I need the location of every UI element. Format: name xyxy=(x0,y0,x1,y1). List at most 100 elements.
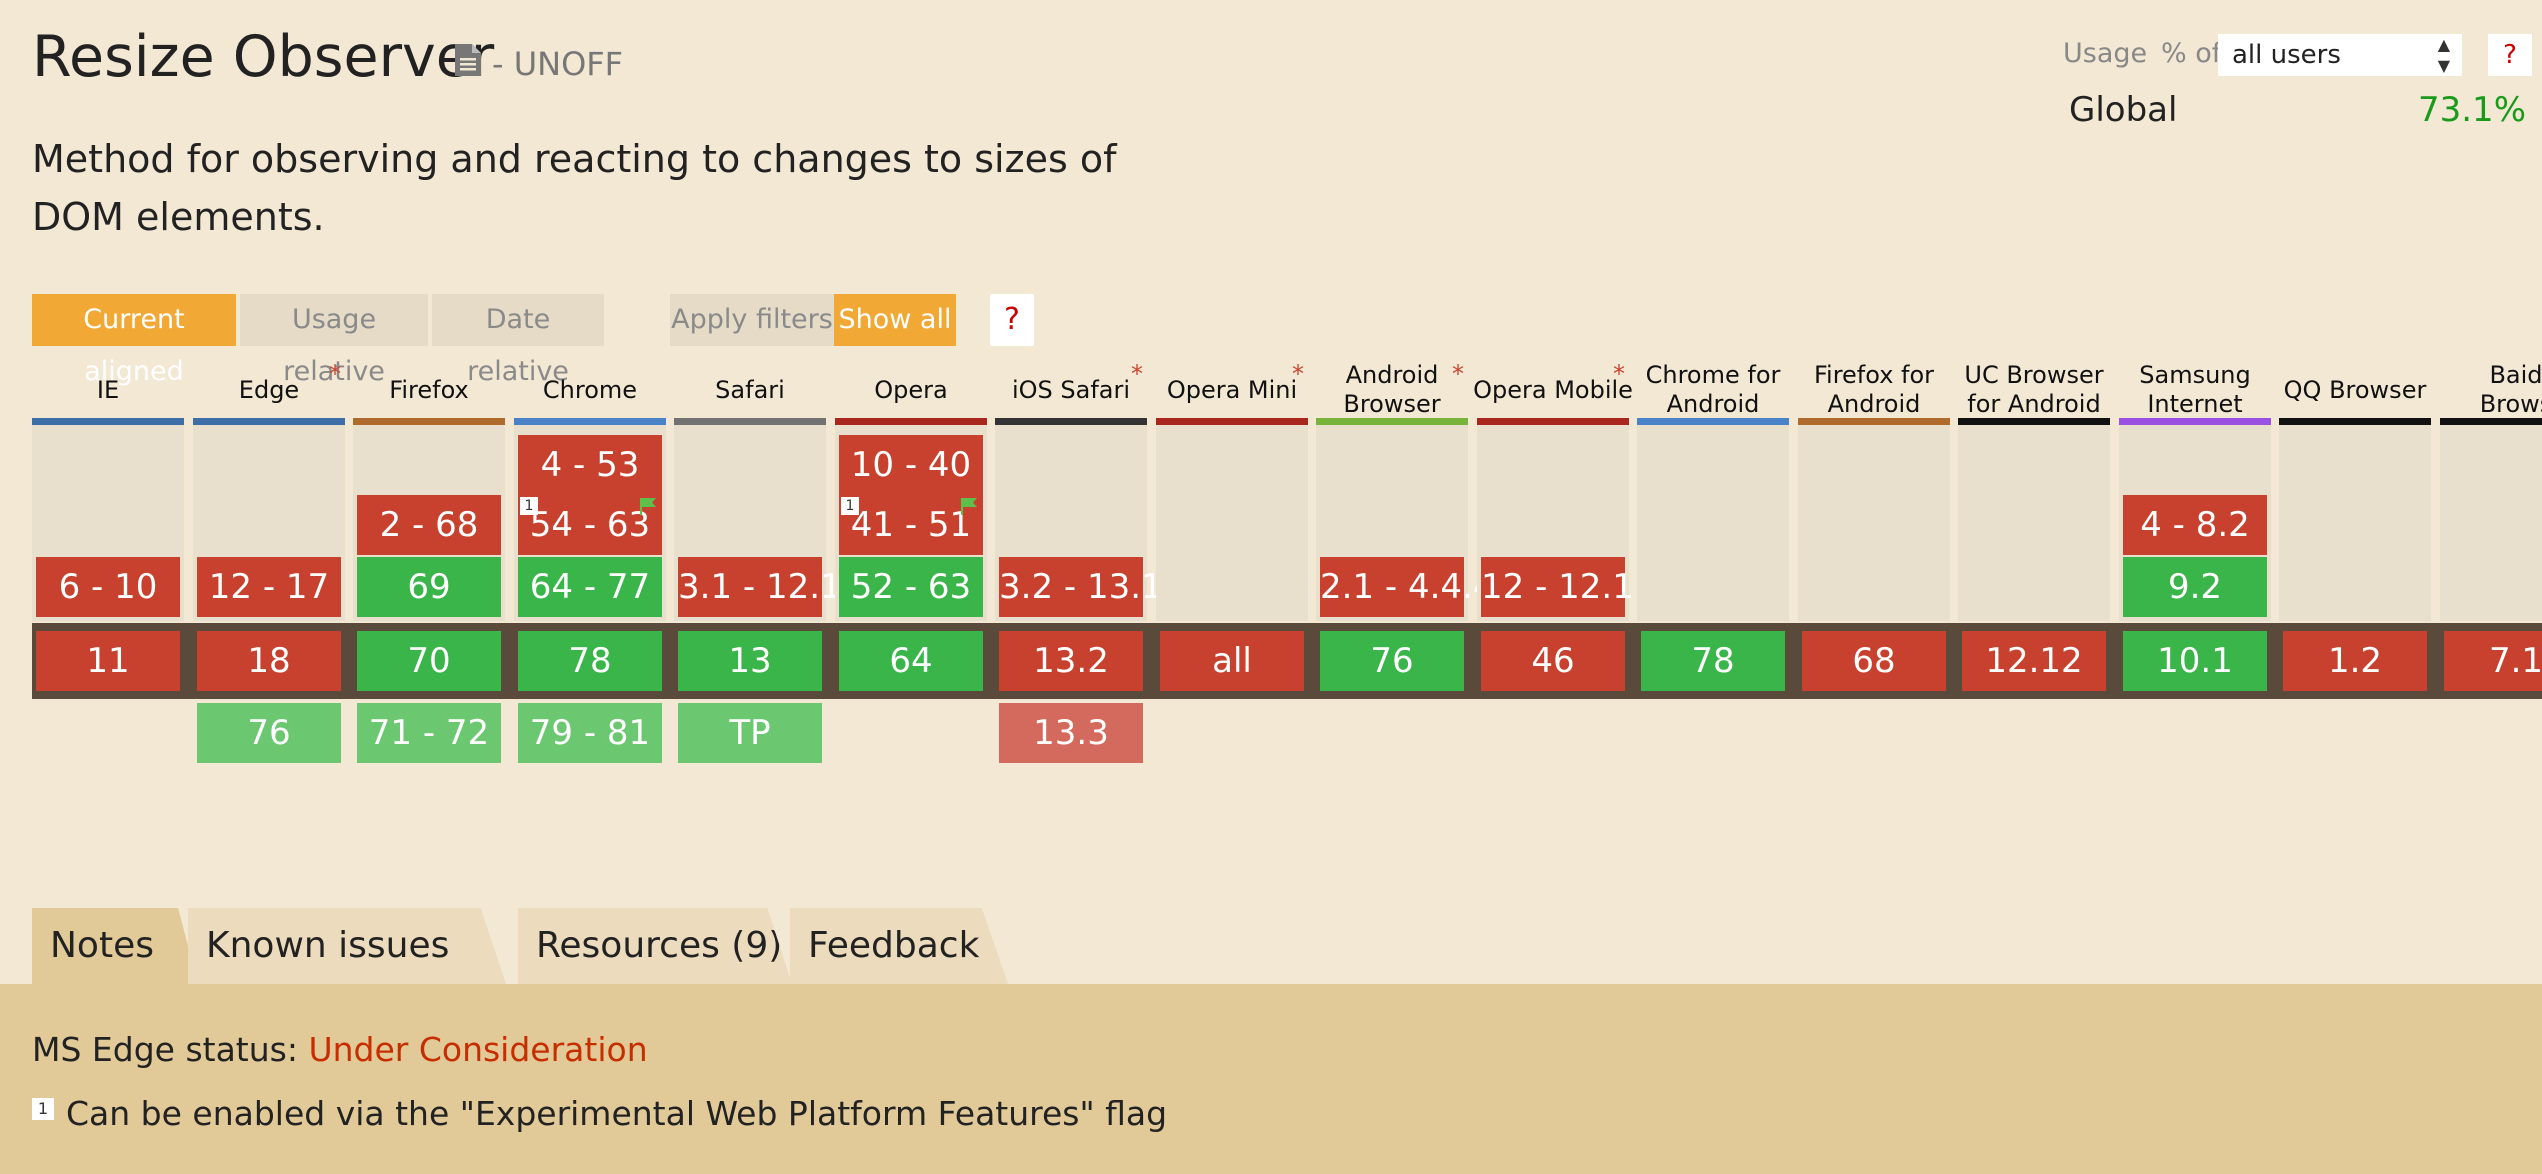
page-title: Resize Observer xyxy=(32,24,495,90)
tab-feedback[interactable]: Feedback xyxy=(790,908,1008,984)
edge-status-link[interactable]: Under Consideration xyxy=(308,1030,648,1069)
usage-help-button[interactable]: ? xyxy=(2488,34,2532,76)
usage-label: Usage xyxy=(2063,38,2148,69)
browser-name-chrome: Chrome xyxy=(542,375,638,404)
flag-icon xyxy=(638,497,658,515)
current-version-cell[interactable]: 10.1 xyxy=(2123,631,2267,691)
version-cell[interactable]: 12 - 17 xyxy=(197,557,341,617)
global-usage-label: Global xyxy=(2069,90,2178,130)
browser-name-opera-mini: Opera Mini xyxy=(1166,375,1298,404)
browser-note-star: * xyxy=(1292,360,1304,388)
version-cell[interactable]: 3.2 - 13.1 xyxy=(999,557,1163,617)
browser-color-bar xyxy=(1316,418,1468,425)
usage-relative-button[interactable]: Usage relative xyxy=(240,294,428,387)
browser-color-bar xyxy=(193,418,345,425)
percent-of-label: % of xyxy=(2161,38,2222,69)
browser-name-opera: Opera xyxy=(874,375,948,404)
current-version-cell[interactable]: 18 xyxy=(197,631,341,691)
browser-color-bar xyxy=(995,418,1147,425)
tab-known-issues[interactable]: Known issues (0) xyxy=(188,908,506,984)
browser-color-bar xyxy=(1637,418,1789,425)
current-version-cell[interactable]: 7.1 xyxy=(2444,631,2542,691)
show-all-button[interactable]: Show all xyxy=(834,294,956,346)
browser-color-bar xyxy=(1156,418,1308,425)
version-column-chrome-for-android xyxy=(1637,425,1789,621)
current-version-cell[interactable]: 1.2 xyxy=(2283,631,2427,691)
browser-color-bar xyxy=(353,418,505,425)
version-cell[interactable]: 12 - 12.1 xyxy=(1481,557,1634,617)
browser-name-android-browser: Android Browser xyxy=(1343,361,1441,418)
browser-color-bar xyxy=(835,418,987,425)
browser-name-safari: Safari xyxy=(715,375,785,404)
filters-help-button[interactable]: ? xyxy=(990,294,1034,346)
edge-status-note: MS Edge status: Under Consideration xyxy=(32,1030,648,1069)
browser-color-bar xyxy=(1958,418,2110,425)
browser-note-star: * xyxy=(1613,360,1625,388)
current-version-cell[interactable]: 13 xyxy=(678,631,822,691)
tab-resources[interactable]: Resources (9) xyxy=(518,908,792,984)
current-version-cell[interactable]: 76 xyxy=(1320,631,1464,691)
version-column-qq-browser xyxy=(2279,425,2431,621)
version-cell[interactable]: 3.1 - 12.1 xyxy=(678,557,842,617)
browser-name-samsung-internet: Samsung Internet xyxy=(2139,361,2251,418)
version-cell[interactable]: 52 - 63 xyxy=(839,557,983,617)
browser-name-uc-browser-for-android: UC Browser for Android xyxy=(1964,361,2104,418)
browser-name-baid-brows: Baid Brows xyxy=(2479,361,2542,418)
current-version-cell[interactable]: 46 xyxy=(1481,631,1625,691)
browser-name-ios-safari: iOS Safari xyxy=(1011,375,1131,404)
footnote-text: Can be enabled via the "Experimental Web… xyxy=(66,1094,1168,1133)
footnote-marker: 1 xyxy=(520,497,538,515)
version-cell[interactable]: 9.2 xyxy=(2123,557,2267,617)
version-cell[interactable]: 4 - 53 xyxy=(518,435,662,495)
browser-name-opera-mobile: Opera Mobile xyxy=(1473,375,1633,404)
browser-note-star: * xyxy=(1452,360,1464,388)
version-column-firefox-for-android xyxy=(1798,425,1950,621)
version-cell[interactable]: 6 - 10 xyxy=(36,557,180,617)
future-version-cell[interactable]: 79 - 81 xyxy=(518,703,662,763)
future-version-cell[interactable]: TP xyxy=(678,703,822,763)
date-relative-button[interactable]: Date relative xyxy=(432,294,604,387)
flag-icon xyxy=(959,497,979,515)
version-cell[interactable]: 69 xyxy=(357,557,501,617)
tab-notes[interactable]: Notes xyxy=(32,908,198,984)
version-cell[interactable]: 64 - 77 xyxy=(518,557,662,617)
browser-name-firefox: Firefox xyxy=(389,375,469,404)
footnote-marker: 1 xyxy=(32,1098,54,1120)
browser-color-bar xyxy=(2119,418,2271,425)
browser-color-bar xyxy=(1798,418,1950,425)
edge-status-label: MS Edge status: xyxy=(32,1030,298,1069)
version-cell[interactable]: 2.1 - 4.4.4 xyxy=(1320,557,1494,617)
global-usage-value: 73.1% xyxy=(2417,90,2526,130)
current-version-cell[interactable]: 68 xyxy=(1802,631,1946,691)
future-version-cell[interactable]: 13.3 xyxy=(999,703,1143,763)
usage-users-select[interactable]: all users ▲ ▼ xyxy=(2218,34,2462,76)
spec-status: - UNOFF xyxy=(492,45,624,83)
current-version-cell[interactable]: 64 xyxy=(839,631,983,691)
current-version-cell[interactable]: 70 xyxy=(357,631,501,691)
future-version-cell[interactable]: 76 xyxy=(197,703,341,763)
current-version-cell[interactable]: 78 xyxy=(1641,631,1785,691)
version-cell[interactable]: 2 - 68 xyxy=(357,495,501,555)
usage-users-select-value: all users xyxy=(2232,40,2341,70)
browser-name-qq-browser: QQ Browser xyxy=(2283,375,2427,404)
browser-color-bar xyxy=(674,418,826,425)
version-cell[interactable]: 10 - 40 xyxy=(839,435,983,495)
current-version-cell[interactable]: 11 xyxy=(36,631,180,691)
future-version-cell[interactable]: 71 - 72 xyxy=(357,703,501,763)
version-cell[interactable]: 41 - 51 xyxy=(839,495,983,555)
footnote-marker: 1 xyxy=(841,497,859,515)
current-version-cell[interactable]: all xyxy=(1160,631,1304,691)
version-cell[interactable]: 4 - 8.2 xyxy=(2123,495,2267,555)
current-aligned-button[interactable]: Current aligned xyxy=(32,294,236,387)
version-cell[interactable]: 54 - 63 xyxy=(518,495,662,555)
current-version-cell[interactable]: 13.2 xyxy=(999,631,1143,691)
apply-filters-button[interactable]: Apply filters xyxy=(670,294,834,346)
browser-note-star: * xyxy=(329,360,341,388)
browser-color-bar xyxy=(2279,418,2431,425)
browser-color-bar xyxy=(1477,418,1629,425)
current-version-cell[interactable]: 12.12 xyxy=(1962,631,2106,691)
version-column-baid-brows xyxy=(2440,425,2542,621)
browser-color-bar xyxy=(2440,418,2542,425)
document-icon[interactable] xyxy=(455,44,481,76)
current-version-cell[interactable]: 78 xyxy=(518,631,662,691)
